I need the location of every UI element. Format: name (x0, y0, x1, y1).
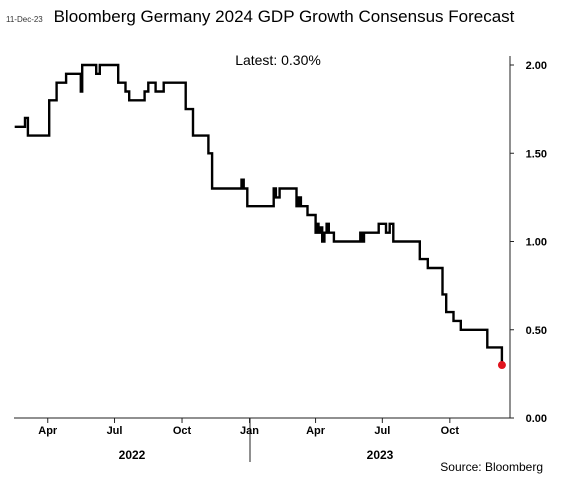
y-axis-ticks: 0.00 0.50 1.00 1.50 2.00 (510, 60, 547, 425)
x-tick-label: Jul (107, 425, 123, 437)
x-tick-label: Oct (441, 425, 460, 437)
latest-point-marker (497, 361, 506, 370)
x-tick-label: Apr (306, 425, 326, 437)
source-label: Source: Bloomberg (440, 460, 543, 474)
y-tick-label: 0.00 (526, 413, 547, 425)
series-line (14, 63, 504, 366)
y-tick-label: 2.00 (526, 60, 547, 72)
year-label-2022: 2022 (119, 448, 146, 462)
y-tick-label: 0.50 (526, 325, 547, 337)
y-tick-label: 1.50 (526, 148, 547, 160)
chart-title: Bloomberg Germany 2024 GDP Growth Consen… (54, 7, 515, 26)
year-label-2023: 2023 (367, 448, 394, 462)
x-tick-label: Jul (374, 425, 390, 437)
x-axis-ticks: Apr Jul Oct Jan Apr Jul Oct (38, 418, 459, 437)
x-tick-label: Apr (38, 425, 58, 437)
y-tick-label: 1.00 (526, 237, 547, 249)
latest-value-label: Latest: 0.30% (235, 52, 321, 68)
date-label: 11-Dec-23 (6, 15, 43, 24)
x-tick-label: Jan (240, 425, 259, 437)
x-tick-label: Oct (173, 425, 192, 437)
